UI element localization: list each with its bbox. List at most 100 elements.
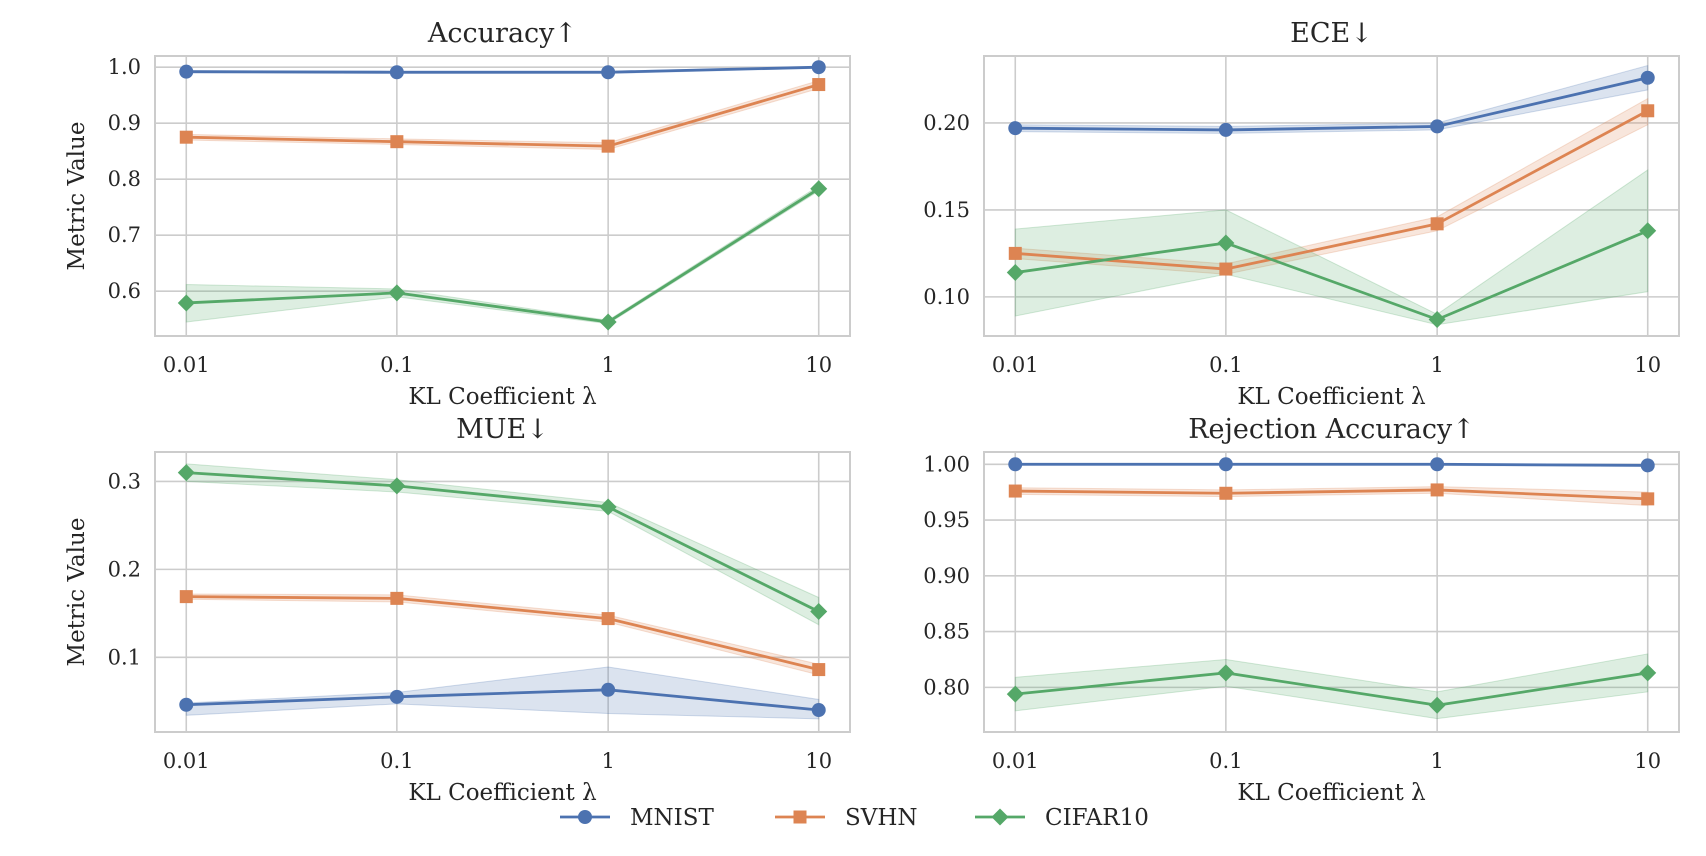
- data-point-mnist: [601, 65, 616, 80]
- data-point-svhn: [1219, 262, 1233, 276]
- data-point-cifar10: [599, 498, 617, 516]
- legend-label: SVHN: [845, 805, 918, 831]
- x-tick-label: 0.01: [163, 353, 210, 377]
- data-point-svhn: [390, 591, 404, 605]
- data-point-cifar10: [810, 180, 828, 198]
- x-tick-label: 0.1: [1209, 353, 1242, 377]
- series-line-cifar10: [186, 471, 820, 613]
- data-point-cifar10: [810, 603, 828, 621]
- axes-frame: [154, 451, 851, 733]
- data-point-cifar10: [1428, 310, 1446, 328]
- x-tick-label: 10: [805, 353, 832, 377]
- data-point-svhn: [390, 135, 404, 149]
- x-tick-label: 0.1: [380, 749, 413, 773]
- data-point-cifar10: [388, 284, 406, 302]
- data-point-svhn: [1008, 246, 1022, 260]
- data-point-cifar10: [1006, 264, 1024, 282]
- subplot-4: 0.01 0.1 1 10 0.80 0.85 0.90 0.95 1.00 Rejection …: [923, 414, 1680, 806]
- axes-frame: [983, 451, 1680, 733]
- subplot-title: Rejection Accuracy↑: [1188, 414, 1475, 445]
- confidence-band-svhn: [185, 593, 820, 676]
- y-tick-label: 0.95: [923, 508, 970, 532]
- series-line-svhn: [1015, 109, 1649, 271]
- subplot-title: Accuracy↑: [427, 18, 577, 49]
- subplot-1: 0.01 0.1 1 10 0.6 0.7 0.8 0.9 1.0 Accuracy↑ KL Coe…: [64, 18, 851, 410]
- x-tick-label: 1: [1430, 749, 1443, 773]
- series-line-cifar10: [186, 187, 820, 324]
- y-tick-label: 0.85: [923, 620, 970, 644]
- legend-label: CIFAR10: [1045, 805, 1149, 831]
- data-point-mnist: [1218, 122, 1233, 137]
- subplot-title: ECE↓: [1290, 18, 1373, 49]
- data-point-mnist: [179, 64, 194, 79]
- data-point-cifar10: [1217, 234, 1235, 252]
- data-point-mnist: [811, 60, 826, 75]
- series-line-svhn: [186, 595, 820, 671]
- series-line-mnist: [1015, 76, 1649, 132]
- data-point-cifar10: [177, 294, 195, 312]
- x-tick-label: 0.1: [380, 353, 413, 377]
- x-tick-label: 1: [601, 749, 614, 773]
- x-axis-label: KL Coefficient λ: [1237, 780, 1425, 806]
- legend-item-cifar10: CIFAR10: [975, 805, 1149, 831]
- data-point-mnist: [1430, 457, 1445, 472]
- series-line-mnist: [186, 65, 819, 74]
- data-point-mnist: [1218, 457, 1233, 472]
- data-point-mnist: [1008, 121, 1023, 136]
- y-tick-label: 0.6: [108, 279, 141, 303]
- series-line-mnist: [186, 688, 819, 712]
- data-point-svhn: [601, 139, 615, 153]
- y-axis-label: Metric Value: [64, 518, 90, 667]
- data-point-mnist: [179, 697, 194, 712]
- data-point-mnist: [1008, 457, 1023, 472]
- y-tick-label: 0.80: [923, 675, 970, 699]
- y-tick-label: 0.9: [108, 111, 141, 135]
- data-point-svhn: [1641, 104, 1655, 118]
- x-tick-label: 0.01: [992, 749, 1039, 773]
- data-point-svhn: [179, 590, 193, 604]
- y-tick-label: 0.15: [923, 198, 970, 222]
- legend-marker: [578, 810, 592, 824]
- confidence-band-cifar10: [185, 185, 820, 325]
- subplot-title: MUE↓: [456, 414, 549, 445]
- legend-marker: [991, 808, 1009, 826]
- data-point-svhn: [1008, 484, 1022, 498]
- x-axis-label: KL Coefficient λ: [408, 780, 596, 806]
- data-point-cifar10: [1639, 664, 1657, 682]
- series-line-svhn: [186, 83, 820, 148]
- data-point-svhn: [1430, 483, 1444, 497]
- data-point-cifar10: [1006, 685, 1024, 703]
- legend-item-svhn: SVHN: [775, 805, 918, 831]
- data-point-svhn: [812, 663, 826, 677]
- x-tick-label: 1: [601, 353, 614, 377]
- data-point-cifar10: [388, 477, 406, 495]
- legend-item-mnist: MNIST: [560, 805, 715, 831]
- data-point-mnist: [811, 703, 826, 718]
- data-point-mnist: [389, 689, 404, 704]
- y-tick-label: 0.20: [923, 111, 970, 135]
- x-axis-label: KL Coefficient λ: [408, 384, 596, 410]
- x-tick-label: 10: [1634, 353, 1661, 377]
- x-tick-label: 10: [805, 749, 832, 773]
- y-tick-label: 0.3: [108, 469, 141, 493]
- data-point-svhn: [1641, 492, 1655, 506]
- series-line-svhn: [1015, 488, 1648, 501]
- series-line-mnist: [1015, 462, 1648, 467]
- y-tick-label: 0.2: [108, 557, 141, 581]
- data-point-cifar10: [1428, 696, 1446, 714]
- y-tick-label: 0.90: [923, 564, 970, 588]
- x-tick-label: 0.01: [163, 749, 210, 773]
- series-line-cifar10: [1015, 229, 1649, 321]
- series-line-cifar10: [1015, 671, 1648, 707]
- x-axis-label: KL Coefficient λ: [1237, 384, 1425, 410]
- data-point-cifar10: [177, 464, 195, 482]
- data-point-svhn: [601, 612, 615, 626]
- data-point-cifar10: [1639, 222, 1657, 240]
- y-tick-label: 0.7: [108, 223, 141, 247]
- legend: MNIST SVHN CIFAR10: [560, 805, 1149, 831]
- data-point-mnist: [389, 65, 404, 80]
- confidence-band-cifar10: [1014, 653, 1649, 720]
- data-point-mnist: [1640, 458, 1655, 473]
- data-point-mnist: [601, 682, 616, 697]
